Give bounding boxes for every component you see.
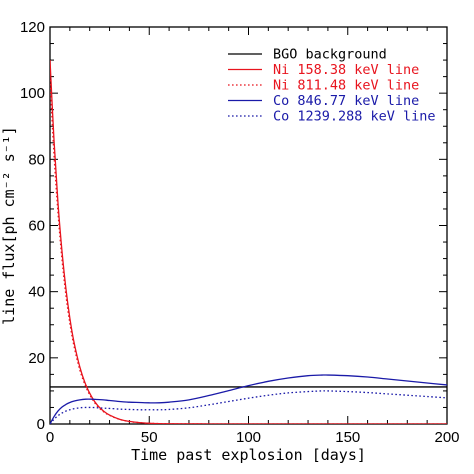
- x-tick-label: 50: [141, 429, 158, 446]
- legend-entry-label: Ni 811.48 keV line: [273, 78, 419, 94]
- series-line: [50, 390, 447, 424]
- y-tick-label: 0: [37, 416, 45, 433]
- x-tick-label: 200: [434, 429, 459, 446]
- y-tick-label: 100: [20, 85, 45, 102]
- legend-entry-label: Co 1239.288 keV line: [273, 109, 436, 125]
- series-line: [50, 374, 447, 424]
- x-tick-label: 100: [236, 429, 261, 446]
- legend-entry-label: Co 846.77 keV line: [273, 93, 419, 109]
- y-tick-label: 40: [28, 284, 45, 301]
- legend-entry-label: BGO background: [273, 47, 387, 63]
- series-line: [50, 79, 447, 424]
- y-tick-label: 120: [20, 19, 45, 36]
- y-axis-title: line flux[ph cm⁻² s⁻¹]: [0, 126, 18, 325]
- y-tick-label: 20: [28, 350, 45, 367]
- axis-ticks: [49, 26, 448, 425]
- y-tick-labels: 0 20 40 60 80 100 120: [20, 19, 45, 433]
- y-tick-label: 60: [28, 218, 45, 235]
- x-tick-labels: 0 50 100 150 200: [46, 429, 460, 446]
- y-tick-label: 80: [28, 151, 45, 168]
- x-axis-title: Time past explosion [days]: [131, 446, 366, 464]
- series-lines: [50, 60, 447, 424]
- x-tick-label: 150: [335, 429, 360, 446]
- x-tick-label: 0: [46, 429, 54, 446]
- legend-entry-label: Ni 158.38 keV line: [273, 62, 419, 78]
